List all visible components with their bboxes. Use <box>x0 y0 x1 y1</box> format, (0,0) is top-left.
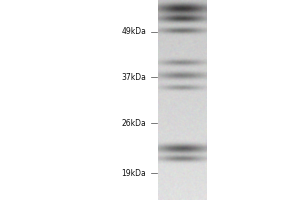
Text: 26kDa: 26kDa <box>121 118 146 128</box>
Text: 49kDa: 49kDa <box>121 27 146 36</box>
Text: 37kDa: 37kDa <box>121 72 146 82</box>
Text: 19kDa: 19kDa <box>121 168 146 178</box>
